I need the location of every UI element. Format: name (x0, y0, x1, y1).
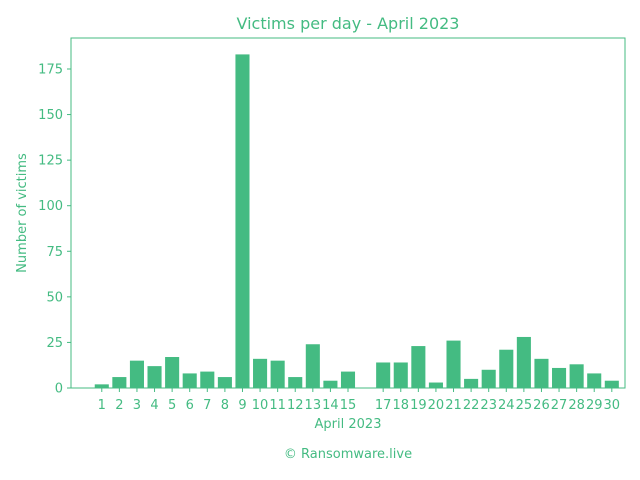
x-tick-label: 20 (428, 398, 445, 413)
x-tick-label: 11 (269, 398, 286, 413)
bar-day-12 (288, 377, 303, 388)
bar-day-7 (200, 371, 215, 388)
y-tick-label: 75 (46, 245, 63, 260)
x-tick-label: 10 (252, 398, 269, 413)
x-tick-label: 24 (498, 398, 515, 413)
x-tick-label: 19 (410, 398, 427, 413)
bar-day-14 (323, 380, 338, 388)
chart-title: Victims per day - April 2023 (237, 14, 460, 33)
y-axis-ticks: 0 25 50 75 100 125 150 175 (38, 62, 71, 397)
bar-day-9 (235, 54, 250, 388)
y-axis-label: Number of victims (15, 153, 30, 273)
bar-day-10 (253, 358, 268, 388)
x-tick-label: 23 (480, 398, 497, 413)
bar-day-19 (411, 346, 426, 388)
bar-day-15 (340, 371, 356, 388)
bar-day-18 (393, 362, 408, 388)
x-tick-label: 30 (604, 398, 621, 413)
x-tick-label: 9 (238, 398, 246, 413)
x-tick-label: 14 (322, 398, 339, 413)
bar-day-2 (112, 377, 127, 388)
x-tick-label: 3 (133, 398, 141, 413)
bar-day-11 (270, 360, 285, 388)
bar-day-6 (182, 373, 197, 388)
x-tick-label: 17 (375, 398, 392, 413)
x-tick-label: 13 (305, 398, 322, 413)
x-tick-label: 28 (568, 398, 585, 413)
bar-day-21 (446, 340, 461, 388)
bar-day-25 (516, 336, 531, 388)
y-tick-label: 50 (46, 290, 63, 305)
bar-day-5 (165, 357, 180, 388)
y-tick-label: 175 (38, 62, 63, 77)
x-axis-label: April 2023 (315, 417, 382, 432)
bar-day-8 (217, 377, 232, 388)
y-tick-label: 25 (46, 336, 63, 351)
y-tick-label: 125 (38, 154, 63, 169)
x-tick-label: 6 (186, 398, 194, 413)
bar-day-23 (481, 369, 496, 388)
bar-day-3 (129, 360, 144, 388)
plot-frame (70, 37, 626, 389)
x-tick-label: 7 (203, 398, 211, 413)
x-tick-label: 4 (150, 398, 158, 413)
x-tick-label: 8 (221, 398, 229, 413)
x-tick-label: 2 (115, 398, 123, 413)
bar-day-24 (499, 349, 514, 388)
bar-day-17 (376, 362, 391, 388)
bar-day-20 (428, 382, 443, 388)
x-tick-label: 21 (445, 398, 462, 413)
bar-day-26 (534, 358, 549, 388)
x-tick-label: 25 (516, 398, 533, 413)
x-tick-label: 26 (533, 398, 550, 413)
bar-day-27 (552, 367, 567, 388)
x-tick-label: 18 (392, 398, 409, 413)
y-tick-label: 0 (55, 382, 63, 397)
x-tick-label: 29 (586, 398, 603, 413)
bar-day-29 (587, 373, 602, 388)
bar-day-22 (464, 378, 479, 388)
bar-day-30 (604, 380, 619, 388)
x-tick-label: 27 (551, 398, 568, 413)
x-tick-label: 1 (98, 398, 106, 413)
x-tick-label: 12 (287, 398, 304, 413)
credit-text: © Ransomware.live (284, 447, 412, 462)
y-tick-label: 100 (38, 199, 63, 214)
bar-day-13 (305, 344, 320, 388)
bar-day-28 (569, 364, 584, 388)
y-tick-label: 150 (38, 108, 63, 123)
bars (94, 54, 619, 388)
bar-day-4 (147, 366, 162, 388)
x-axis-ticks: 1 2 3 4 5 6 7 8 9 10 11 12 13 14 15 17 18 19 20 21 22 23 24 25 2… (98, 388, 620, 413)
x-tick-label: 5 (168, 398, 176, 413)
x-tick-label: 22 (463, 398, 480, 413)
bar-day-1 (94, 384, 109, 388)
x-tick-label: 15 (340, 398, 357, 413)
